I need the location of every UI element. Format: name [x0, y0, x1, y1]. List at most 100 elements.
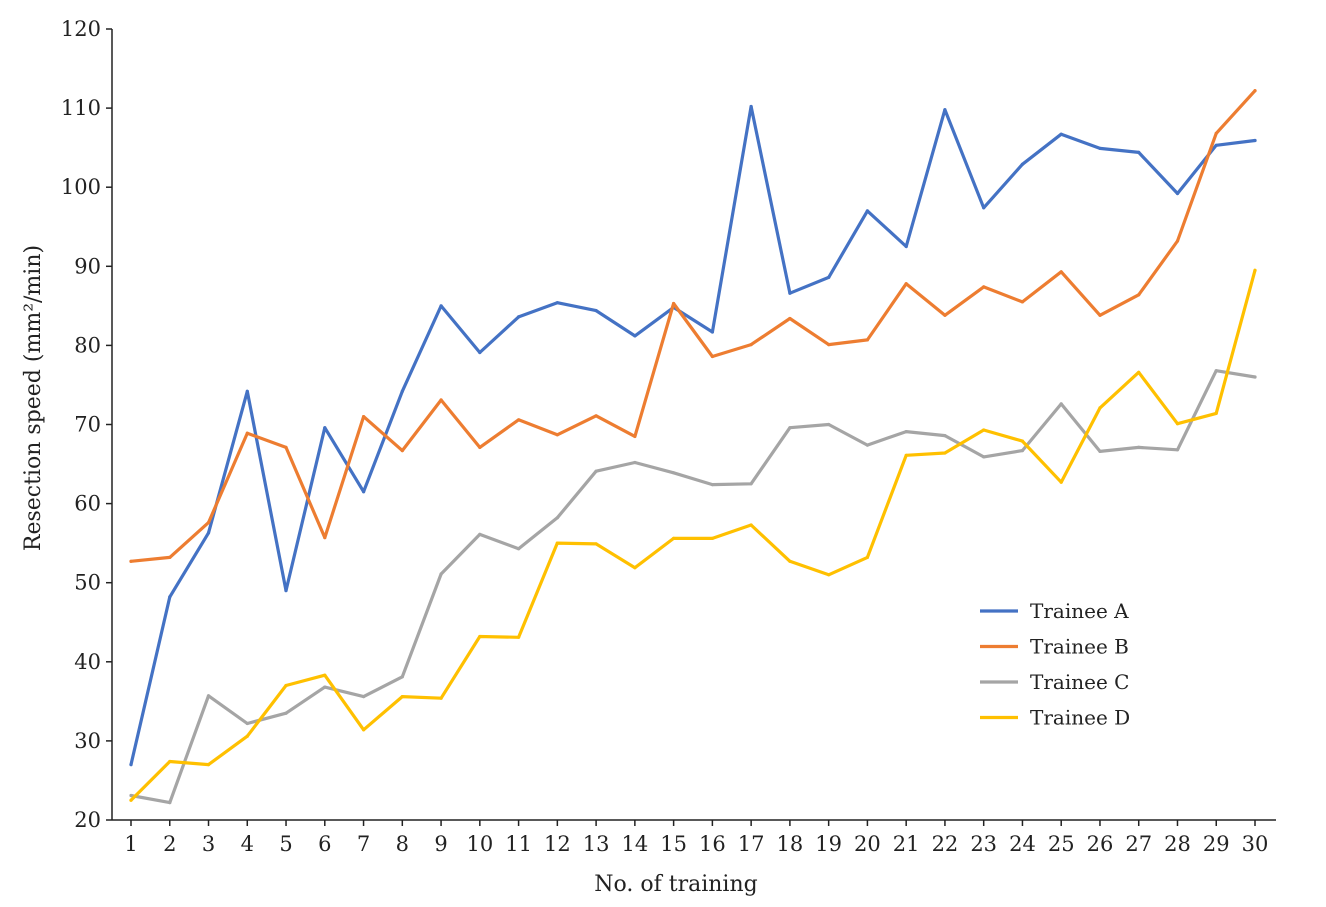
- data-point: [1098, 449, 1102, 453]
- data-point: [362, 695, 366, 699]
- x-axis-title: No. of training: [594, 872, 757, 897]
- data-point: [129, 559, 133, 563]
- series-layer: [129, 89, 1257, 805]
- data-point: [982, 455, 986, 459]
- x-tick-label: 2: [163, 832, 176, 856]
- data-point: [517, 315, 521, 319]
- data-point: [168, 555, 172, 560]
- x-tick-label: 20: [854, 832, 881, 856]
- x-tick-label: 26: [1087, 832, 1114, 856]
- data-point: [323, 685, 327, 689]
- data-point: [1098, 406, 1102, 410]
- data-point: [1214, 411, 1218, 415]
- data-point: [245, 734, 249, 738]
- data-point: [1175, 422, 1180, 426]
- data-point: [865, 443, 870, 447]
- data-point: [749, 104, 753, 109]
- data-point: [710, 330, 715, 334]
- data-point: [129, 763, 133, 767]
- data-point: [710, 536, 715, 541]
- data-point: [1214, 143, 1218, 147]
- data-point: [1175, 191, 1180, 196]
- data-point: [168, 595, 172, 599]
- series-trainee-b: [129, 89, 1257, 563]
- data-point: [362, 490, 366, 494]
- data-point: [1175, 448, 1180, 452]
- data-point: [788, 559, 792, 563]
- y-tick-label: 100: [61, 175, 101, 199]
- data-point: [1137, 370, 1141, 374]
- x-tick-label: 6: [318, 832, 331, 856]
- data-point: [284, 711, 288, 715]
- data-point: [788, 426, 792, 430]
- data-point: [672, 471, 676, 475]
- data-point: [749, 523, 753, 527]
- legend-label: Trainee B: [1030, 635, 1129, 659]
- data-point: [168, 759, 172, 764]
- data-point: [749, 482, 753, 486]
- data-point: [904, 282, 908, 286]
- x-tick-label: 12: [544, 832, 571, 856]
- data-point: [1137, 445, 1141, 449]
- x-tick-label: 22: [932, 832, 959, 856]
- data-point: [478, 350, 482, 355]
- data-point: [982, 428, 986, 432]
- x-tick-label: 17: [738, 832, 765, 856]
- data-point: [633, 434, 637, 438]
- data-point: [982, 206, 986, 210]
- data-point: [129, 798, 133, 802]
- data-point: [1253, 268, 1257, 272]
- data-point: [827, 275, 831, 279]
- legend-item-trainee-d: Trainee D: [980, 706, 1130, 730]
- data-point: [478, 634, 482, 639]
- x-tick-label: 10: [466, 832, 493, 856]
- y-tick-label: 80: [74, 333, 101, 357]
- series-trainee-c: [129, 369, 1257, 805]
- legend-label: Trainee A: [1030, 599, 1129, 623]
- series-line-trainee-b: [129, 89, 1257, 563]
- data-point: [1020, 300, 1024, 304]
- data-point: [943, 313, 947, 317]
- data-point: [362, 415, 366, 419]
- data-point: [168, 801, 172, 805]
- data-point: [827, 343, 831, 347]
- data-point: [633, 460, 637, 465]
- y-tick-label: 20: [74, 808, 101, 832]
- x-tick-label: 27: [1125, 832, 1152, 856]
- data-point: [284, 589, 288, 593]
- data-point: [517, 418, 521, 422]
- data-point: [1020, 449, 1024, 453]
- data-point: [517, 635, 521, 639]
- data-point: [284, 445, 288, 449]
- data-point: [982, 285, 986, 289]
- data-point: [904, 244, 908, 249]
- x-tick-label: 25: [1048, 832, 1075, 856]
- data-point: [1098, 146, 1102, 150]
- data-point: [1137, 293, 1141, 297]
- data-point: [943, 434, 947, 438]
- series-trainee-a: [129, 104, 1257, 767]
- x-tick-label: 30: [1242, 832, 1269, 856]
- data-point: [1098, 313, 1102, 317]
- data-point: [904, 453, 908, 457]
- x-tick-label: 21: [893, 832, 920, 856]
- data-point: [1214, 131, 1218, 135]
- data-point: [710, 354, 715, 359]
- data-point: [362, 728, 366, 732]
- x-tick-label: 4: [241, 832, 254, 856]
- data-point: [1137, 150, 1141, 154]
- data-point: [633, 566, 637, 570]
- x-tick-label: 11: [505, 832, 532, 856]
- data-point: [439, 398, 443, 402]
- data-point: [749, 343, 753, 347]
- data-point: [827, 573, 831, 577]
- data-point: [865, 209, 870, 213]
- y-axis-title: Resection speed (mm²/min): [21, 245, 46, 551]
- data-point: [478, 532, 482, 537]
- series-line-trainee-d: [129, 268, 1257, 802]
- x-tick-label: 15: [660, 832, 687, 856]
- legend-item-trainee-c: Trainee C: [980, 670, 1129, 694]
- data-point: [323, 426, 327, 430]
